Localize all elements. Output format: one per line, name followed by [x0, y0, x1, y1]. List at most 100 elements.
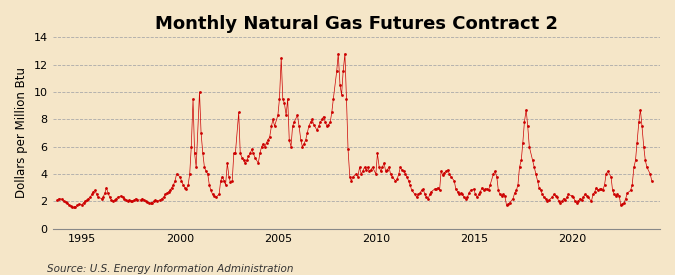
Point	[483, 188, 494, 192]
Point	[223, 175, 234, 179]
Point	[504, 200, 515, 205]
Point	[234, 110, 244, 115]
Y-axis label: Dollars per Million Btu: Dollars per Million Btu	[15, 67, 28, 199]
Point	[194, 90, 205, 94]
Point	[547, 195, 558, 199]
Point	[379, 161, 389, 165]
Point	[282, 97, 293, 101]
Point	[500, 194, 510, 198]
Point	[176, 179, 187, 183]
Point	[331, 69, 342, 74]
Point	[586, 199, 597, 204]
Point	[439, 170, 450, 175]
Point	[155, 198, 166, 202]
Point	[281, 113, 292, 117]
Point	[625, 188, 636, 192]
Point	[188, 97, 198, 101]
Point	[551, 195, 562, 199]
Point	[437, 173, 448, 178]
Point	[279, 101, 290, 105]
Point	[566, 194, 577, 198]
Point	[454, 192, 464, 197]
Point	[80, 199, 90, 204]
Point	[222, 161, 233, 165]
Point	[356, 172, 367, 176]
Point	[400, 172, 410, 176]
Point	[406, 188, 417, 192]
Point	[470, 192, 481, 197]
Point	[344, 175, 355, 179]
Point	[211, 195, 221, 199]
Point	[372, 151, 383, 156]
Point	[198, 151, 209, 156]
Point	[140, 199, 151, 204]
Point	[554, 199, 564, 204]
Point	[302, 131, 313, 135]
Point	[105, 195, 115, 199]
Point	[405, 183, 416, 187]
Point	[320, 120, 331, 124]
Point	[511, 188, 522, 192]
Point	[169, 179, 180, 183]
Point	[563, 192, 574, 197]
Point	[338, 69, 348, 74]
Point	[248, 151, 259, 156]
Point	[287, 124, 298, 128]
Point	[364, 169, 375, 174]
Point	[498, 192, 509, 197]
Point	[573, 199, 584, 204]
Point	[635, 108, 646, 112]
Point	[425, 192, 435, 197]
Point	[264, 135, 275, 139]
Point	[166, 185, 177, 190]
Point	[343, 147, 354, 152]
Point	[411, 195, 422, 199]
Point	[304, 124, 315, 128]
Point	[382, 168, 393, 172]
Point	[315, 120, 326, 124]
Point	[602, 169, 613, 174]
Point	[117, 195, 128, 199]
Point	[360, 168, 371, 172]
Point	[91, 192, 102, 197]
Point	[308, 123, 319, 127]
Point	[441, 169, 452, 174]
Point	[328, 97, 339, 101]
Point	[562, 195, 572, 199]
Point	[178, 183, 188, 187]
Point	[571, 200, 582, 205]
Point	[109, 198, 120, 202]
Point	[73, 202, 84, 206]
Point	[217, 175, 228, 179]
Point	[485, 183, 495, 187]
Point	[306, 117, 317, 122]
Point	[610, 194, 621, 198]
Point	[163, 189, 174, 194]
Point	[464, 191, 475, 195]
Point	[284, 138, 295, 142]
Point	[83, 196, 94, 201]
Point	[521, 108, 532, 112]
Point	[204, 183, 215, 187]
Point	[274, 97, 285, 101]
Point	[346, 179, 357, 183]
Point	[205, 188, 216, 192]
Point	[220, 183, 231, 187]
Point	[181, 187, 192, 191]
Point	[468, 187, 479, 191]
Point	[632, 140, 643, 145]
Point	[115, 194, 126, 198]
Point	[145, 201, 156, 205]
Point	[640, 158, 651, 163]
Point	[491, 175, 502, 179]
Point	[240, 161, 250, 165]
Point	[98, 195, 109, 199]
Point	[189, 151, 200, 156]
Point	[258, 142, 269, 146]
Point	[514, 165, 525, 169]
Point	[121, 198, 132, 202]
Point	[542, 199, 553, 204]
Point	[627, 183, 638, 187]
Point	[351, 172, 362, 176]
Point	[475, 189, 486, 194]
